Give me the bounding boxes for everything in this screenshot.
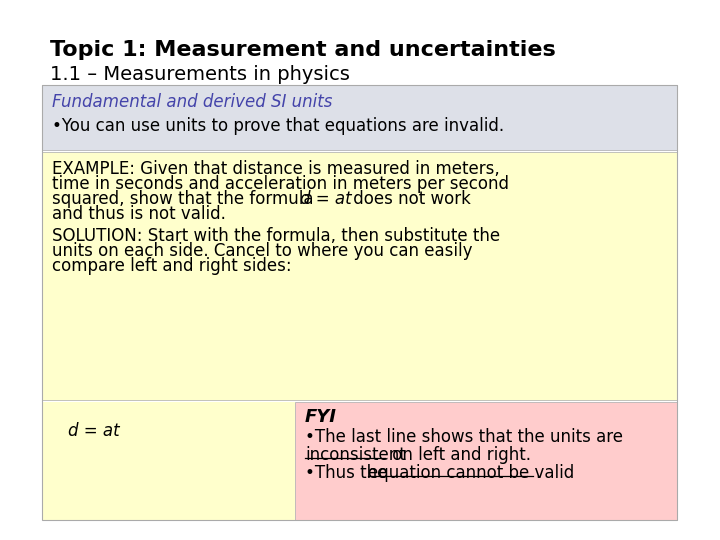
Text: •Thus the: •Thus the xyxy=(305,464,392,482)
Text: .: . xyxy=(535,464,540,482)
Text: time in seconds and acceleration in meters per second: time in seconds and acceleration in mete… xyxy=(52,175,509,193)
FancyBboxPatch shape xyxy=(42,152,677,400)
Text: d = at: d = at xyxy=(300,190,351,208)
Text: inconsistent: inconsistent xyxy=(305,446,406,464)
Text: does not work: does not work xyxy=(348,190,471,208)
Text: •You can use units to prove that equations are invalid.: •You can use units to prove that equatio… xyxy=(52,117,504,135)
Text: units on each side. Cancel to where you can easily: units on each side. Cancel to where you … xyxy=(52,242,472,260)
Text: FYI: FYI xyxy=(305,408,337,426)
Text: and thus is not valid.: and thus is not valid. xyxy=(52,205,226,223)
Text: compare left and right sides:: compare left and right sides: xyxy=(52,257,292,275)
Text: equation cannot be valid: equation cannot be valid xyxy=(368,464,575,482)
FancyBboxPatch shape xyxy=(295,402,677,520)
Text: 1.1 – Measurements in physics: 1.1 – Measurements in physics xyxy=(50,65,350,84)
Text: •The last line shows that the units are: •The last line shows that the units are xyxy=(305,428,623,446)
FancyBboxPatch shape xyxy=(42,85,677,150)
Text: d = at: d = at xyxy=(68,422,120,440)
Text: Topic 1: Measurement and uncertainties: Topic 1: Measurement and uncertainties xyxy=(50,40,556,60)
Text: SOLUTION: Start with the formula, then substitute the: SOLUTION: Start with the formula, then s… xyxy=(52,227,500,245)
Text: on left and right.: on left and right. xyxy=(387,446,531,464)
Text: Fundamental and derived SI units: Fundamental and derived SI units xyxy=(52,93,333,111)
Text: squared, show that the formula: squared, show that the formula xyxy=(52,190,319,208)
Text: EXAMPLE: Given that distance is measured in meters,: EXAMPLE: Given that distance is measured… xyxy=(52,160,500,178)
FancyBboxPatch shape xyxy=(42,402,295,520)
